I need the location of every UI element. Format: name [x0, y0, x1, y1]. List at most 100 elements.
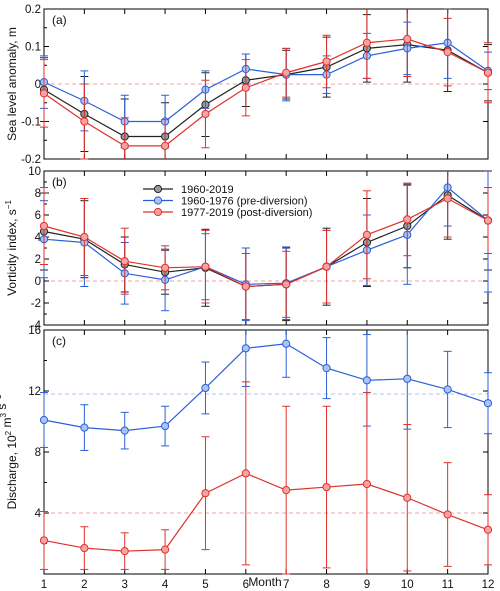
data-point	[362, 479, 372, 489]
data-point	[241, 282, 250, 291]
x-tick-label: 8	[323, 579, 329, 591]
panel-2: -4 -2 0 2 4 6 8 10 (b) Vorticity index, s−1 1960-2…	[4, 166, 493, 332]
y-axis-label-part: Discharge, 10	[5, 435, 19, 509]
data-point	[39, 536, 49, 545]
y-axis-label-sup: 2	[4, 430, 13, 435]
y-axis-label: Discharge, 102 m3 s−1	[0, 394, 19, 509]
legend-label-post: 1977-2019 (post-diversion)	[181, 207, 312, 219]
data-point	[80, 117, 89, 126]
y-axis-label-part: Sea level anomaly, m	[5, 27, 19, 141]
x-tick-label: 12	[482, 579, 495, 591]
data-point	[282, 486, 291, 495]
data-point	[322, 364, 331, 373]
y-tick-label: 0.1	[25, 42, 41, 54]
data-point	[322, 482, 331, 492]
series-pre	[39, 171, 493, 322]
legend-marker-pre	[153, 196, 163, 205]
series-line	[43, 197, 489, 288]
y-axis-label-part: m	[0, 418, 14, 431]
x-tick-label: 11	[442, 579, 454, 591]
y-tick-label: 0.2	[25, 4, 41, 16]
series-line	[43, 38, 489, 147]
data-point	[403, 34, 412, 44]
data-point	[403, 493, 412, 502]
y-tick-label: 8	[35, 188, 41, 200]
data-point	[443, 385, 452, 394]
data-point	[160, 263, 170, 272]
y-axis-label-sup: −1	[0, 394, 3, 404]
data-point	[201, 489, 210, 498]
data-point	[241, 344, 250, 353]
data-point	[403, 374, 412, 383]
y-axis-label-part: Vorticity index, s	[5, 209, 19, 296]
y-axis-label: Sea level anomaly, m	[5, 27, 19, 141]
data-point	[241, 83, 250, 92]
y-axis-label-sup: 3	[0, 413, 8, 418]
x-tick-label: 4	[162, 579, 169, 591]
y-tick-label: 4	[35, 508, 42, 520]
legend-label-all: 1960-2019	[181, 184, 234, 196]
x-tick-label: 7	[283, 579, 289, 591]
x-tick-label: 2	[81, 579, 87, 591]
data-point	[362, 376, 372, 385]
x-axis-label: Month	[248, 575, 281, 589]
data-point	[39, 415, 49, 425]
data-point	[362, 230, 372, 239]
y-tick-label: -0.1	[21, 117, 41, 129]
data-point	[483, 68, 493, 77]
series-post	[39, 381, 493, 575]
legend-label-pre: 1960-1976 (pre-diversion)	[181, 196, 308, 208]
panel-1: -0.2 -0.1 0 0.1 0.2 (a) Sea level anomaly, m	[5, 4, 493, 166]
x-tick-label: 5	[202, 579, 208, 591]
data-point	[362, 38, 372, 47]
legend-marker-all	[153, 184, 163, 194]
series-line	[43, 42, 489, 123]
series-line	[43, 186, 489, 285]
x-tick-label: 9	[364, 579, 370, 591]
y-tick-label: 0	[35, 276, 41, 288]
panel-label: (c)	[52, 334, 66, 348]
series-line	[43, 44, 489, 138]
data-point	[483, 525, 493, 534]
data-point	[443, 48, 452, 57]
data-point	[201, 262, 210, 271]
series-line	[43, 472, 489, 552]
data-point	[160, 421, 170, 431]
data-point	[160, 141, 170, 150]
data-point	[120, 257, 129, 266]
data-point	[160, 545, 170, 554]
y-tick-label: 6	[35, 210, 41, 222]
legend-marker-post	[153, 207, 163, 217]
y-tick-label: 10	[28, 166, 41, 178]
data-point	[120, 547, 129, 556]
panel-label: (b)	[52, 175, 67, 189]
y-tick-label: -0.2	[21, 154, 41, 166]
y-tick-label: 8	[35, 447, 41, 459]
y-tick-label: 0	[35, 79, 41, 91]
series-pre	[39, 330, 493, 451]
data-point	[80, 423, 89, 432]
data-point	[120, 141, 129, 150]
data-point	[201, 383, 210, 393]
y-tick-label: -4	[31, 320, 42, 332]
data-point	[282, 280, 291, 289]
y-axis-label-part: s	[0, 404, 9, 413]
plot-layer: -0.2 -0.1 0 0.1 0.2 (a) Sea level anomaly, m -4…	[0, 4, 494, 591]
series-post	[39, 171, 493, 320]
data-point	[80, 543, 89, 553]
x-tick-label: 10	[401, 579, 414, 591]
data-point	[443, 194, 452, 203]
data-point	[322, 262, 331, 271]
data-point	[483, 216, 493, 225]
data-point	[443, 510, 452, 519]
x-tick-label: 1	[41, 579, 47, 591]
data-point	[483, 399, 493, 408]
data-point	[120, 426, 129, 435]
y-tick-label: 4	[35, 232, 42, 244]
data-point	[39, 89, 49, 98]
series-line	[43, 343, 489, 432]
data-point	[39, 221, 49, 231]
